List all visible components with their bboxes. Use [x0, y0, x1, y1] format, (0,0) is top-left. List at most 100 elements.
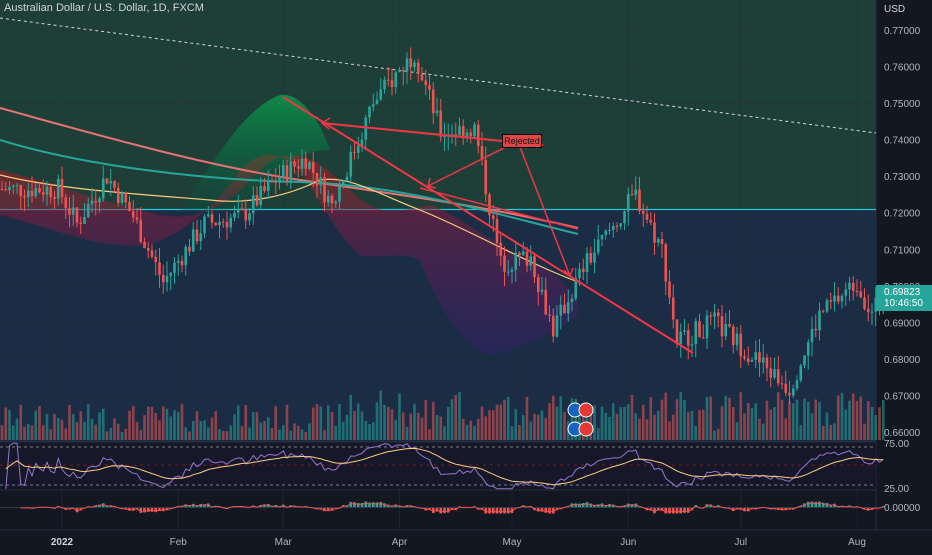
candle-body: [379, 89, 382, 99]
candle-body: [244, 210, 247, 221]
volume-bar: [342, 422, 345, 440]
candle-body: [589, 253, 592, 262]
candle-body: [304, 159, 307, 169]
volume-bar: [631, 395, 634, 440]
volume-bar: [856, 401, 859, 440]
oscillator-bar: [537, 508, 540, 512]
volume-bar: [428, 429, 431, 440]
volume-bar: [492, 410, 495, 440]
candle-body: [762, 358, 765, 363]
volume-bar: [409, 414, 412, 440]
flag-icon[interactable]: [579, 422, 593, 436]
candle-body: [844, 289, 847, 295]
volume-bar: [604, 413, 607, 440]
volume-bar: [548, 403, 551, 440]
candle-body: [181, 261, 184, 266]
volume-bar: [462, 419, 465, 440]
candle-body: [537, 277, 540, 292]
candle-body: [829, 300, 832, 301]
oscillator-bar: [499, 508, 502, 514]
oscillator-bar: [507, 508, 510, 514]
volume-bar: [511, 426, 514, 440]
volume-bar: [664, 393, 667, 440]
volume-bar: [124, 429, 127, 440]
volume-bar: [747, 403, 750, 440]
candle-body: [788, 393, 791, 395]
volume-bar: [53, 414, 56, 440]
candle-body: [372, 104, 375, 107]
candle-body: [61, 179, 64, 197]
volume-bar: [799, 425, 802, 440]
candle-body: [807, 342, 810, 356]
candle-body: [473, 125, 476, 137]
candle-body: [27, 191, 30, 198]
volume-bar: [301, 429, 304, 440]
candle-body: [387, 80, 390, 81]
candle-body: [859, 291, 862, 297]
candle-body: [151, 251, 154, 257]
volume-bar: [496, 405, 499, 440]
candle-body: [203, 216, 206, 233]
candle-body: [256, 195, 259, 205]
candle-body: [252, 195, 255, 213]
candle-body: [848, 283, 851, 290]
volume-bar: [188, 431, 191, 440]
volume-bar: [758, 419, 761, 440]
candle-body: [503, 256, 506, 272]
candle-body: [8, 187, 11, 190]
volume-bar: [357, 404, 360, 440]
volume-bar: [346, 415, 349, 440]
candle-body: [721, 316, 724, 336]
volume-bar: [601, 407, 604, 440]
candle-body: [724, 324, 727, 336]
candle-body: [541, 290, 544, 292]
volume-bar: [653, 415, 656, 440]
volume-bar: [271, 428, 274, 440]
time-axis[interactable]: 2022FebMarAprMayJunJulAugSepOctNovDec: [51, 537, 932, 548]
volume-bar: [244, 405, 247, 440]
candle-body: [394, 72, 397, 87]
candle-body: [94, 201, 97, 202]
volume-bar: [683, 400, 686, 440]
volume-bar: [811, 413, 814, 440]
oscillator-bar: [608, 504, 611, 508]
oscillator-bar: [368, 503, 371, 508]
volume-bar: [181, 404, 184, 440]
y-tick-label: 0.74000: [884, 136, 921, 147]
volume-bar: [788, 402, 791, 440]
volume-bar: [454, 395, 457, 440]
volume-bar: [533, 414, 536, 440]
candle-body: [16, 185, 19, 186]
volume-bar: [424, 400, 427, 440]
candle-body: [777, 369, 780, 383]
volume-bar: [398, 393, 401, 440]
oscillator-bar: [503, 508, 506, 514]
oscillator-bar: [586, 502, 589, 507]
rejected-label[interactable]: Rejected: [502, 134, 542, 148]
volume-bar: [784, 418, 787, 440]
candle-body: [132, 211, 135, 217]
candle-body: [109, 181, 112, 183]
volume-bar: [769, 410, 772, 440]
volume-bar: [447, 407, 450, 440]
oscillator-bar: [443, 508, 446, 514]
x-tick-label: Jul: [734, 537, 747, 548]
flag-icon[interactable]: [579, 403, 593, 417]
volume-bar: [837, 395, 840, 440]
candle-body: [368, 107, 371, 118]
volume-bar: [597, 428, 600, 440]
volume-bar: [308, 423, 311, 440]
candle-body: [837, 296, 840, 302]
volume-bar: [151, 407, 154, 440]
oscillator-bar: [807, 502, 810, 508]
volume-bar: [469, 421, 472, 440]
volume-bar: [413, 404, 416, 440]
candle-body: [818, 311, 821, 331]
volume-bar: [556, 407, 559, 440]
y-tick-label: 0.77000: [884, 26, 921, 37]
candle-body: [717, 312, 720, 316]
volume-bar: [417, 413, 420, 440]
candle-body: [289, 161, 292, 180]
candle-body: [522, 251, 525, 255]
